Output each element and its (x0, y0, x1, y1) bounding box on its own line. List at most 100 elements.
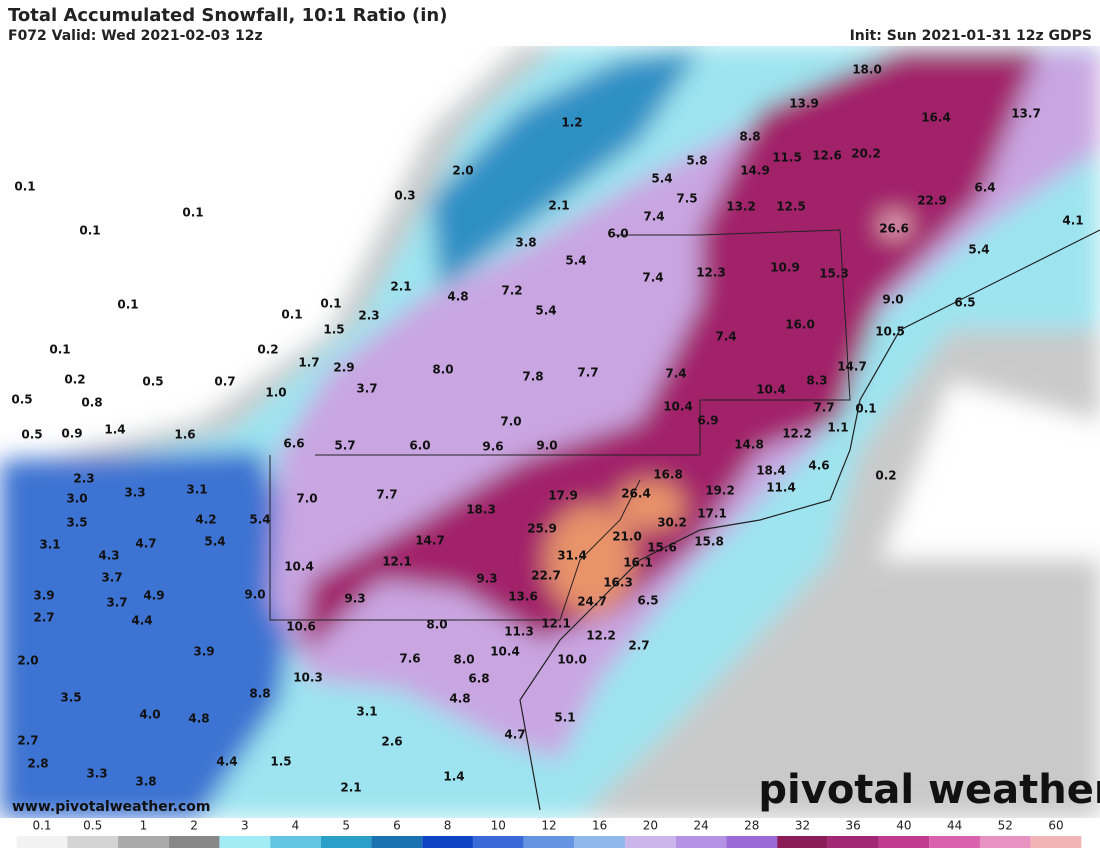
snow-label: 10.4 (663, 400, 693, 414)
snow-label: 5.4 (968, 243, 989, 257)
snow-label: 4.7 (504, 728, 525, 742)
snow-label: 5.4 (535, 304, 556, 318)
colorbar-label: 60 (1048, 819, 1063, 833)
snow-label: 0.1 (117, 298, 138, 312)
snow-label: 13.9 (789, 97, 819, 111)
snow-label: 3.1 (186, 483, 207, 497)
colorbar-swatch (979, 836, 1031, 848)
snow-label: 4.1 (1062, 214, 1083, 228)
snow-label: 12.3 (696, 266, 726, 280)
colorbar-label: 52 (998, 819, 1013, 833)
snow-label: 3.1 (356, 705, 377, 719)
colorbar-label: 8 (444, 819, 452, 833)
snow-label: 12.2 (782, 427, 812, 441)
snow-label: 4.8 (447, 290, 468, 304)
snow-label: 5.7 (334, 439, 355, 453)
snow-label: 2.7 (17, 734, 38, 748)
snow-label: 0.2 (64, 373, 85, 387)
snow-label: 16.4 (921, 111, 951, 125)
snow-label: 14.7 (837, 360, 867, 374)
snow-label: 2.9 (333, 361, 354, 375)
colorbar-label: 0.5 (83, 819, 102, 833)
snow-label: 16.1 (623, 556, 653, 570)
snow-label: 10.6 (286, 620, 316, 634)
state-line (315, 229, 851, 456)
snow-label: 0.1 (14, 180, 35, 194)
snow-label: 1.2 (561, 116, 582, 130)
snow-label: 9.0 (536, 439, 557, 453)
snow-label: 15.3 (819, 267, 849, 281)
colorbar-label: 3 (241, 819, 249, 833)
snow-label: 10.5 (875, 325, 905, 339)
colorbar-label: 28 (744, 819, 759, 833)
colorbar-swatch (574, 836, 626, 848)
snow-label: 22.9 (917, 194, 947, 208)
snow-label: 0.1 (320, 297, 341, 311)
snow-label: 3.8 (135, 775, 156, 789)
colorbar-swatch (929, 836, 980, 848)
snow-label: 3.3 (86, 767, 107, 781)
snow-label: 1.4 (443, 770, 464, 784)
colorbar-swatch (118, 836, 169, 848)
snow-label: 7.5 (676, 192, 697, 206)
snow-label: 7.2 (501, 284, 522, 298)
snow-label: 4.7 (135, 537, 156, 551)
snow-label: 8.8 (739, 130, 760, 144)
colorbar-swatch (726, 836, 778, 848)
colorbar-swatch (67, 836, 119, 848)
snow-label: 3.7 (356, 382, 377, 396)
colorbar-label: 16 (592, 819, 607, 833)
snow-label: 0.3 (394, 189, 415, 203)
snow-label: 0.1 (281, 308, 302, 322)
colorbar-swatch (523, 836, 575, 848)
snow-label: 3.5 (66, 516, 87, 530)
snow-label: 2.3 (358, 309, 379, 323)
snow-label: 7.7 (376, 488, 397, 502)
snow-label: 13.6 (508, 590, 538, 604)
snow-label: 2.1 (548, 199, 569, 213)
snow-label: 3.1 (39, 538, 60, 552)
snow-label: 17.9 (548, 489, 578, 503)
snow-label: 7.8 (522, 370, 543, 384)
snow-label: 9.3 (344, 592, 365, 606)
snow-label: 8.0 (453, 653, 474, 667)
snow-label: 1.6 (174, 428, 195, 442)
snow-label: 12.1 (382, 555, 412, 569)
snow-label: 7.6 (399, 652, 420, 666)
snow-label: 14.9 (740, 164, 770, 178)
snow-label: 18.4 (756, 464, 786, 478)
snow-label: 2.1 (340, 781, 361, 795)
snow-label: 3.9 (33, 589, 54, 603)
snow-label: 1.5 (323, 323, 344, 337)
snow-label: 4.9 (143, 589, 164, 603)
snow-label: 31.4 (557, 549, 587, 563)
snow-label: 2.7 (628, 639, 649, 653)
snow-label: 1.4 (104, 423, 125, 437)
colorbar-label: 10 (491, 819, 506, 833)
snow-label: 7.4 (642, 271, 663, 285)
snow-label: 0.1 (855, 402, 876, 416)
coastline (519, 229, 1100, 811)
colorbar-swatch (371, 836, 423, 848)
snow-label: 8.0 (432, 363, 453, 377)
snow-label: 10.4 (756, 383, 786, 397)
colorbar-label: 0.1 (32, 819, 51, 833)
snow-label: 22.7 (531, 569, 561, 583)
snow-label: 0.1 (182, 206, 203, 220)
snow-label: 4.3 (98, 549, 119, 563)
snow-label: 13.2 (726, 200, 756, 214)
snow-label: 1.1 (827, 421, 848, 435)
snow-label: 2.0 (452, 164, 473, 178)
colorbar-label: 36 (846, 819, 861, 833)
snow-label: 0.1 (49, 343, 70, 357)
colorbar-label: 2 (190, 819, 198, 833)
snow-label: 3.3 (124, 486, 145, 500)
snow-label: 5.1 (554, 711, 575, 725)
snow-label: 21.0 (612, 530, 642, 544)
snow-label: 4.8 (449, 692, 470, 706)
snow-label: 7.7 (577, 366, 598, 380)
snow-label: 6.5 (637, 594, 658, 608)
snow-label: 18.3 (466, 503, 496, 517)
snow-label: 0.5 (142, 375, 163, 389)
